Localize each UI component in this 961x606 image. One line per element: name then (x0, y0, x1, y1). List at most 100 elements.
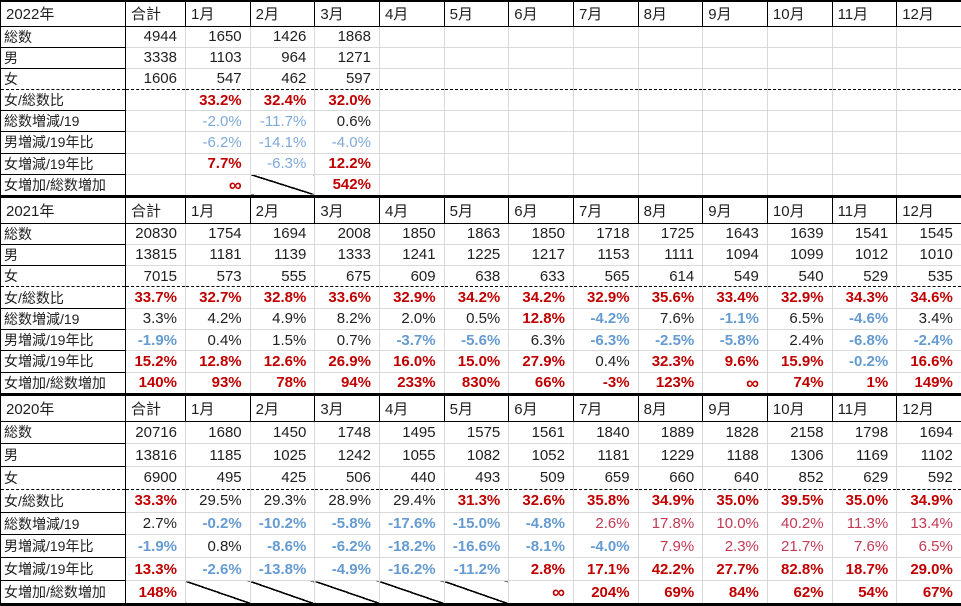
col-header-cell[interactable]: 2月 (249, 0, 316, 27)
value-cell[interactable]: -3% (572, 371, 639, 397)
value-cell[interactable]: 660 (637, 466, 704, 490)
value-cell[interactable]: 33.7% (125, 286, 186, 309)
col-header-cell[interactable]: 11月 (831, 198, 898, 224)
value-cell[interactable] (572, 152, 639, 175)
value-cell[interactable]: 12.6% (249, 350, 316, 373)
value-cell[interactable]: -16.6% (443, 534, 510, 559)
value-cell[interactable]: 12.8% (185, 350, 251, 373)
col-header-cell[interactable]: 11月 (831, 0, 898, 27)
value-cell[interactable]: -11.7% (249, 110, 316, 133)
value-cell[interactable]: 1650 (185, 25, 251, 48)
value-cell[interactable] (443, 46, 510, 69)
value-cell[interactable] (702, 67, 768, 91)
value-cell[interactable]: 28.9% (314, 488, 380, 513)
value-cell[interactable] (702, 89, 768, 112)
value-cell[interactable]: 4.2% (185, 307, 251, 330)
value-cell[interactable]: 1188 (702, 443, 768, 468)
value-cell[interactable]: 32.6% (508, 488, 574, 513)
value-cell[interactable] (508, 110, 574, 133)
value-cell[interactable] (508, 131, 574, 154)
value-cell[interactable] (125, 152, 186, 175)
value-cell[interactable]: 74% (766, 371, 833, 397)
value-cell[interactable]: 1718 (572, 222, 639, 245)
value-cell[interactable]: 1241 (378, 243, 445, 267)
value-cell[interactable]: -1.9% (125, 534, 186, 559)
value-cell[interactable]: 1333 (314, 243, 380, 267)
value-cell[interactable]: -2.5% (637, 328, 704, 352)
value-cell[interactable]: 233% (378, 371, 445, 397)
value-cell[interactable]: 535 (896, 265, 961, 288)
value-cell[interactable]: 35.8% (572, 488, 639, 513)
value-cell[interactable]: 440 (378, 466, 445, 490)
value-cell[interactable] (637, 46, 704, 69)
value-cell[interactable]: -1.9% (125, 328, 186, 352)
value-cell[interactable]: 830% (443, 371, 510, 397)
row-label-cell[interactable]: 男増減/19年比 (0, 534, 126, 559)
value-cell[interactable] (896, 110, 961, 133)
value-cell[interactable]: 18.7% (831, 557, 898, 582)
col-header-cell[interactable]: 2月 (249, 198, 316, 224)
col-header-cell[interactable]: 4月 (378, 0, 445, 27)
col-header-cell[interactable]: 4月 (378, 396, 445, 422)
value-cell[interactable]: 1010 (896, 243, 961, 267)
value-cell[interactable]: 32.9% (378, 286, 445, 309)
value-cell[interactable] (702, 46, 768, 69)
value-cell[interactable]: 1225 (443, 243, 510, 267)
value-cell[interactable] (637, 25, 704, 48)
value-cell[interactable]: 565 (572, 265, 639, 288)
value-cell[interactable] (443, 173, 510, 199)
value-cell[interactable]: 425 (249, 466, 316, 490)
value-cell[interactable]: 93% (185, 371, 251, 397)
value-cell[interactable]: 3338 (125, 46, 186, 69)
value-cell[interactable]: 1111 (637, 243, 704, 267)
value-cell[interactable]: 6.5% (896, 534, 961, 559)
value-cell[interactable]: 13.4% (896, 511, 961, 536)
value-cell[interactable] (637, 110, 704, 133)
value-cell[interactable] (831, 152, 898, 175)
value-cell[interactable]: 123% (637, 371, 704, 397)
row-label-cell[interactable]: 女/総数比 (0, 286, 126, 309)
value-cell[interactable]: 1850 (378, 222, 445, 245)
row-label-cell[interactable]: 女増加/総数増加 (0, 371, 126, 397)
row-label-cell[interactable]: 女増減/19年比 (0, 557, 126, 582)
col-header-cell[interactable]: 8月 (637, 396, 704, 422)
value-cell[interactable] (378, 173, 445, 199)
value-cell[interactable]: 1229 (637, 443, 704, 468)
value-cell[interactable]: 2.6% (572, 511, 639, 536)
value-cell[interactable]: 1271 (314, 46, 380, 69)
row-label-cell[interactable]: 女増減/19年比 (0, 350, 126, 373)
row-label-cell[interactable]: 総数増減/19 (0, 307, 126, 330)
col-header-cell[interactable]: 10月 (766, 0, 833, 27)
value-cell[interactable] (637, 173, 704, 199)
value-cell[interactable]: 66% (508, 371, 574, 397)
crossed-out-cell[interactable] (249, 580, 316, 606)
value-cell[interactable]: 35.0% (831, 488, 898, 513)
col-header-cell[interactable]: 8月 (637, 198, 704, 224)
value-cell[interactable]: 1052 (508, 443, 574, 468)
row-label-cell[interactable]: 総数増減/19 (0, 511, 126, 536)
col-header-cell[interactable]: 6月 (508, 0, 574, 27)
value-cell[interactable]: 204% (572, 580, 639, 606)
value-cell[interactable]: 32.7% (185, 286, 251, 309)
value-cell[interactable]: 32.4% (249, 89, 316, 112)
value-cell[interactable]: 32.0% (314, 89, 380, 112)
value-cell[interactable]: -4.2% (572, 307, 639, 330)
value-cell[interactable]: -4.0% (572, 534, 639, 559)
value-cell[interactable]: 11.3% (831, 511, 898, 536)
value-cell[interactable]: 2.0% (378, 307, 445, 330)
value-cell[interactable] (378, 131, 445, 154)
value-cell[interactable]: 31.3% (443, 488, 510, 513)
value-cell[interactable]: -1.1% (702, 307, 768, 330)
value-cell[interactable] (125, 173, 186, 199)
infinity-cell[interactable]: ∞ (702, 371, 768, 397)
value-cell[interactable]: 84% (702, 580, 768, 606)
value-cell[interactable] (125, 89, 186, 112)
value-cell[interactable]: 1102 (896, 443, 961, 468)
col-header-cell[interactable]: 10月 (766, 198, 833, 224)
value-cell[interactable]: 1840 (572, 420, 639, 445)
row-label-cell[interactable]: 男 (0, 46, 126, 69)
value-cell[interactable] (508, 25, 574, 48)
value-cell[interactable]: 62% (766, 580, 833, 606)
value-cell[interactable] (378, 110, 445, 133)
col-header-cell[interactable]: 12月 (896, 396, 961, 422)
